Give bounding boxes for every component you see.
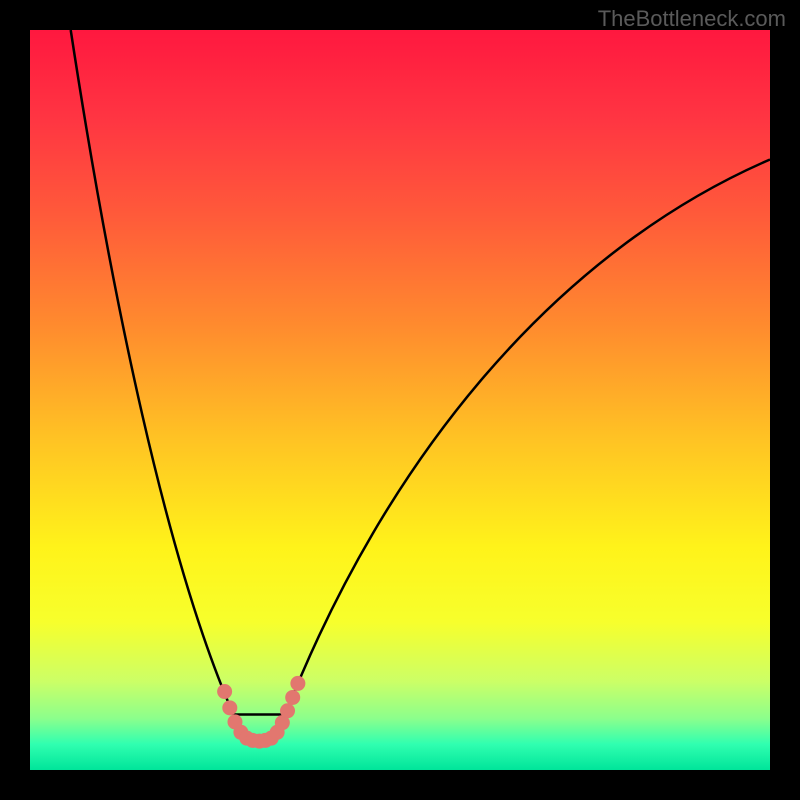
highlight-dot	[285, 690, 300, 705]
bottleneck-chart	[0, 0, 800, 800]
highlight-dot	[290, 676, 305, 691]
plot-background	[30, 30, 770, 770]
watermark-text: TheBottleneck.com	[598, 6, 786, 32]
highlight-dot	[280, 703, 295, 718]
highlight-dot	[222, 700, 237, 715]
highlight-dot	[217, 684, 232, 699]
